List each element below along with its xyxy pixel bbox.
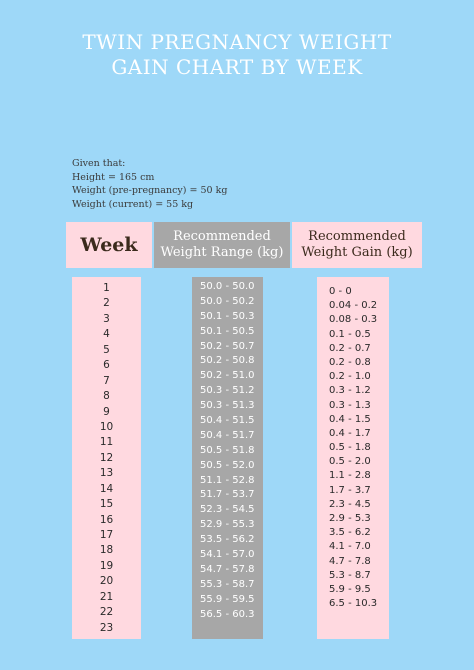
weight-range-value: 50.5 - 51.8 xyxy=(200,444,255,456)
given-current-weight: Weight (current) = 55 kg xyxy=(72,198,194,210)
weight-gain-value: 0.3 - 1.3 xyxy=(329,399,371,411)
weight-gain-value: 4.7 - 7.8 xyxy=(329,555,371,567)
week-number: 22 xyxy=(99,606,114,619)
weight-range-value: 50.1 - 50.5 xyxy=(200,325,255,337)
weight-range-value: 52.9 - 55.3 xyxy=(200,519,255,531)
week-column-panel xyxy=(72,277,141,639)
header-weight-range: Recommended Weight Range (kg) xyxy=(154,222,290,268)
weight-range-value: 50.1 - 50.3 xyxy=(200,310,255,322)
week-number: 14 xyxy=(99,482,114,495)
weight-gain-value: 5.3 - 8.7 xyxy=(329,569,371,581)
week-number: 11 xyxy=(99,436,114,449)
week-number: 18 xyxy=(99,544,114,557)
weight-gain-value: 0.3 - 1.2 xyxy=(329,385,371,397)
weight-gain-value: 4.1 - 7.0 xyxy=(329,541,371,553)
weight-gain-value: 6.5 - 10.3 xyxy=(329,598,378,610)
given-height: Height = 165 cm xyxy=(72,171,155,183)
weight-gain-value: 0.2 - 0.8 xyxy=(329,356,371,368)
week-number: 21 xyxy=(99,590,114,603)
given-info: Given that: Height = 165 cm Weight (pre-… xyxy=(72,157,227,211)
header-range-line-1: Recommended xyxy=(173,229,271,244)
week-number: 5 xyxy=(103,343,110,356)
weight-range-value: 52.3 - 54.5 xyxy=(200,504,255,516)
given-pre-weight: Weight (pre-pregnancy) = 50 kg xyxy=(72,185,228,196)
weight-range-value: 55.3 - 58.7 xyxy=(200,578,255,590)
header-gain-line-1: Recommended xyxy=(308,229,406,244)
week-number: 6 xyxy=(103,359,110,372)
given-heading: Given that: xyxy=(72,158,126,169)
weight-range-value: 53.5 - 56.2 xyxy=(200,534,255,546)
week-number: 17 xyxy=(99,529,114,541)
week-number: 12 xyxy=(99,451,114,464)
week-number: 20 xyxy=(99,575,114,588)
header-weight-gain: Recommended Weight Gain (kg) xyxy=(292,222,422,268)
header-range-line-2: Weight Range (kg) xyxy=(160,245,284,260)
weight-gain-value: 0.5 - 1.8 xyxy=(329,442,371,454)
weight-range-value: 50.4 - 51.7 xyxy=(200,429,255,441)
weight-range-value: 50.5 - 52.0 xyxy=(200,459,255,471)
gain-column-panel xyxy=(317,277,389,639)
weight-range-value: 50.2 - 51.0 xyxy=(200,370,255,382)
title-line-2: GAIN CHART BY WEEK xyxy=(111,55,363,79)
week-number: 7 xyxy=(103,374,110,387)
week-number: 8 xyxy=(103,390,110,403)
week-number: 13 xyxy=(99,467,114,480)
week-number: 2 xyxy=(103,297,110,310)
week-number: 23 xyxy=(99,621,114,634)
weight-gain-value: 5.9 - 9.5 xyxy=(329,583,371,595)
weight-gain-value: 0.4 - 1.7 xyxy=(329,427,371,439)
weight-range-value: 50.2 - 50.8 xyxy=(200,355,255,367)
weight-gain-value: 2.3 - 4.5 xyxy=(329,498,371,510)
weight-gain-value: 0.5 - 2.0 xyxy=(329,456,371,468)
weight-range-value: 54.7 - 57.8 xyxy=(200,563,255,575)
page-title: TWIN PREGNANCY WEIGHT GAIN CHART BY WEEK xyxy=(0,30,474,80)
weight-range-value: 51.7 - 53.7 xyxy=(200,489,255,501)
weight-range-value: 50.0 - 50.2 xyxy=(200,295,255,307)
week-number: 10 xyxy=(99,420,114,433)
week-number: 1 xyxy=(103,282,110,294)
title-line-1: TWIN PREGNANCY WEIGHT xyxy=(82,30,392,54)
weight-range-value: 50.3 - 51.2 xyxy=(200,385,255,397)
weight-gain-value: 2.9 - 5.3 xyxy=(329,513,371,524)
weight-gain-value: 0.08 - 0.3 xyxy=(329,314,378,326)
weight-gain-value: 1.1 - 2.8 xyxy=(329,470,371,482)
weight-gain-value: 0.1 - 0.5 xyxy=(329,328,371,340)
header-gain-line-2: Weight Gain (kg) xyxy=(301,245,413,260)
weight-gain-value: 0.2 - 0.7 xyxy=(329,342,371,354)
weight-gain-value: 0 - 0 xyxy=(329,286,352,297)
week-number: 16 xyxy=(99,513,114,526)
weight-gain-value: 0.2 - 1.0 xyxy=(329,371,371,383)
weight-range-value: 50.0 - 50.0 xyxy=(200,281,255,292)
weight-range-value: 55.9 - 59.5 xyxy=(200,593,255,605)
range-column-panel xyxy=(192,277,263,639)
header-week-label: Week xyxy=(80,234,138,256)
week-number: 3 xyxy=(103,312,110,325)
weight-gain-list: 0 - 0 0.04 - 0.2 0.08 - 0.3 0.1 - 0.5 0.2 - … xyxy=(329,285,377,611)
weight-range-value: 54.1 - 57.0 xyxy=(200,549,255,561)
weight-gain-value: 1.7 - 3.7 xyxy=(329,484,371,496)
weight-range-list: 50.0 - 50.0 50.0 - 50.2 50.1 - 50.3 50.1 - … xyxy=(200,280,255,622)
week-list: 1 2 3 4 5 6 7 8 9 10 11 12 13 14 15 16 17 18 19 20 21 22 23 xyxy=(72,281,141,636)
header-week: Week xyxy=(66,222,152,268)
weight-gain-value: 3.5 - 6.2 xyxy=(329,527,371,539)
week-number: 4 xyxy=(103,328,110,341)
weight-range-value: 50.2 - 50.7 xyxy=(200,340,255,352)
weight-gain-value: 0.04 - 0.2 xyxy=(329,300,378,312)
weight-range-value: 50.3 - 51.3 xyxy=(200,400,255,412)
week-number: 15 xyxy=(99,498,114,511)
week-number: 9 xyxy=(103,405,110,418)
weight-range-value: 56.5 - 60.3 xyxy=(200,608,255,620)
weight-range-value: 50.4 - 51.5 xyxy=(200,415,255,427)
weight-gain-value: 0.4 - 1.5 xyxy=(329,413,371,425)
week-number: 19 xyxy=(99,559,114,572)
weight-range-value: 51.1 - 52.8 xyxy=(200,474,255,486)
